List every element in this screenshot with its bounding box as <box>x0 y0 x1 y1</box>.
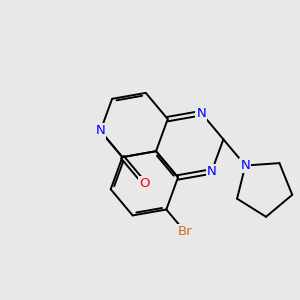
Text: O: O <box>139 177 150 190</box>
Text: Br: Br <box>178 225 192 238</box>
Text: N: N <box>95 124 105 137</box>
Text: N: N <box>241 159 250 172</box>
Text: N: N <box>207 165 217 178</box>
Text: N: N <box>196 106 206 120</box>
